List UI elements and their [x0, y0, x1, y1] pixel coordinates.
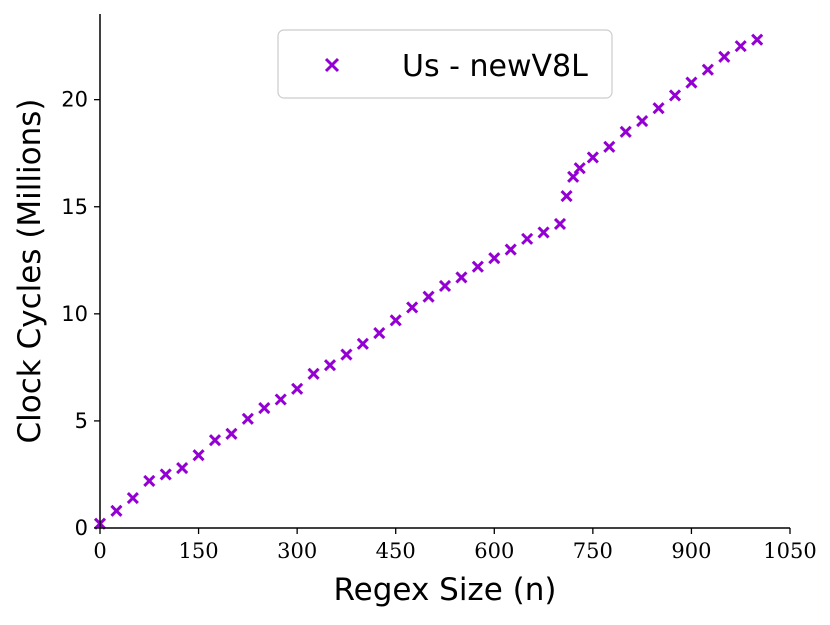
- data-point: [159, 468, 172, 481]
- legend: Us - newV8L: [277, 29, 613, 99]
- y-axis-ticks: 0 5 10 15 20: [61, 88, 100, 540]
- data-point: [422, 290, 435, 303]
- legend-marker: [324, 57, 340, 73]
- data-point: [274, 393, 287, 406]
- data-point: [406, 301, 419, 314]
- legend-label: Us - newV8L: [402, 49, 588, 84]
- data-point: [560, 189, 573, 203]
- data-point: [573, 162, 586, 175]
- data-point: [471, 260, 484, 273]
- x-tick-label: 1050: [763, 539, 816, 563]
- data-point: [143, 474, 156, 487]
- y-tick-label: 0: [75, 516, 88, 540]
- x-tick-label: 450: [376, 539, 416, 563]
- data-point: [323, 359, 337, 372]
- x-tick-label: 0: [93, 539, 106, 563]
- data-point: [521, 232, 534, 245]
- data-point: [455, 271, 468, 284]
- data-point: [373, 327, 386, 340]
- data-point: [619, 125, 632, 138]
- y-tick-label: 15: [61, 195, 88, 219]
- data-point: [701, 63, 714, 76]
- x-tick-label: 300: [277, 539, 317, 563]
- data-point: [586, 151, 599, 164]
- x-tick-label: 750: [573, 539, 613, 563]
- data-point: [356, 337, 369, 350]
- data-points: [93, 33, 764, 530]
- data-point: [636, 115, 649, 128]
- data-point: [537, 226, 550, 239]
- data-point: [438, 279, 452, 293]
- data-point: [504, 243, 517, 256]
- data-point: [685, 76, 698, 89]
- x-tick-label: 150: [179, 539, 219, 563]
- data-point: [751, 33, 764, 46]
- y-axis-label: Clock Cycles (Millions): [12, 99, 48, 444]
- data-point: [208, 434, 222, 447]
- data-point: [126, 491, 139, 505]
- data-point: [603, 140, 616, 153]
- x-tick-label: 600: [474, 539, 514, 563]
- y-tick-label: 5: [75, 409, 88, 433]
- data-point: [291, 382, 304, 395]
- data-point: [718, 50, 731, 63]
- data-point: [389, 314, 402, 327]
- x-axis-label: Regex Size (n): [334, 572, 557, 608]
- data-point: [110, 504, 123, 517]
- x-tick-label: 900: [671, 539, 711, 563]
- data-point: [258, 402, 271, 415]
- data-point: [192, 449, 205, 462]
- data-point: [307, 367, 320, 380]
- data-point: [241, 412, 254, 425]
- y-tick-label: 20: [61, 88, 88, 112]
- y-tick-label: 10: [61, 302, 88, 326]
- data-point: [734, 40, 747, 53]
- data-point: [176, 461, 189, 475]
- data-point: [225, 427, 238, 440]
- data-point: [652, 102, 665, 115]
- x-axis-ticks: 0 150 300 450 600 750 900 1050: [93, 528, 817, 563]
- data-point: [340, 348, 353, 361]
- data-point: [668, 89, 682, 102]
- legend-box: [277, 29, 613, 99]
- data-point: [553, 217, 567, 230]
- data-point: [488, 252, 501, 265]
- legend-marker-icon: [324, 57, 340, 73]
